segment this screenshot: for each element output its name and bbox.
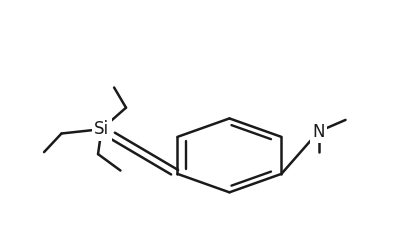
Text: Si: Si	[94, 120, 109, 138]
Text: N: N	[312, 122, 325, 141]
